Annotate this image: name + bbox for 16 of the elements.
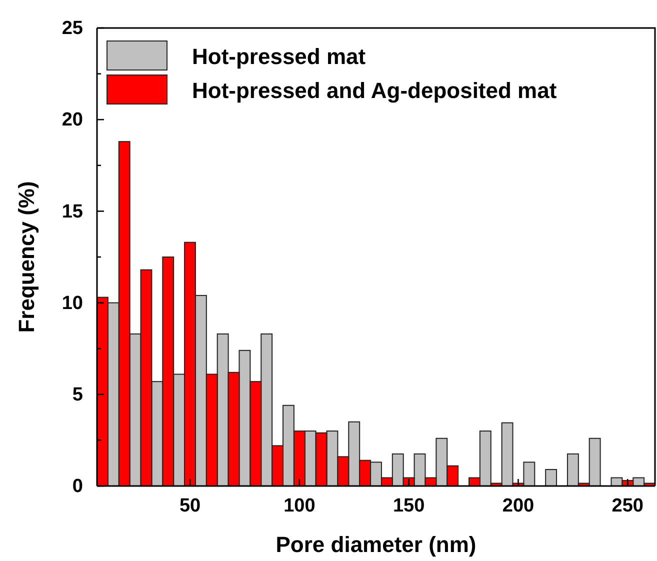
y-tick-label: 5 [72,384,84,406]
legend-label: Hot-pressed mat [192,44,366,69]
x-tick-label: 200 [502,495,534,516]
y-tick-label: 20 [62,110,83,131]
x-axis-title: Pore diameter (nm) [276,532,476,557]
x-tick-label: 250 [612,495,644,516]
y-tick-label: 15 [62,201,84,222]
y-axis-title: Frequency (%) [14,181,39,333]
y-tick-label: 0 [72,476,83,498]
legend-label: Hot-pressed and Ag-deposited mat [192,78,558,103]
bar [545,469,558,486]
x-tick-label: 150 [392,495,425,516]
y-tick-label: 25 [62,18,84,40]
y-tick-label: 10 [62,292,83,314]
x-tick-label: 100 [284,495,316,516]
x-tick-label: 50 [179,495,201,516]
